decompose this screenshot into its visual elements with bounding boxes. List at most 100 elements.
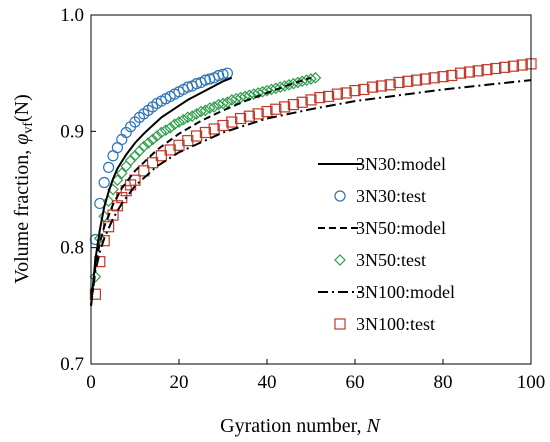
- square-data-point: [367, 81, 379, 93]
- diamond-data-point: [133, 145, 146, 157]
- square-data-point: [516, 59, 528, 71]
- square-data-point: [472, 65, 484, 77]
- diamond-data-point: [274, 81, 287, 93]
- x-tick-label: 100: [517, 372, 546, 393]
- square-data-point: [155, 150, 167, 162]
- diamond-data-point: [190, 108, 203, 120]
- square-data-point: [217, 119, 229, 132]
- diamond-data-point: [283, 78, 295, 91]
- square-data-point: [507, 60, 519, 72]
- square-data-point: [147, 157, 159, 169]
- y-tick-label: 0.8: [60, 238, 84, 259]
- legend-marker-swatch: [334, 190, 346, 202]
- diamond-data-point: [256, 85, 269, 98]
- diamond-data-point: [305, 73, 317, 85]
- legend-marker-swatch: [334, 318, 346, 330]
- diamond-data-point: [168, 118, 181, 131]
- diamond-data-point: [195, 105, 207, 118]
- diamond-data-point: [129, 149, 141, 162]
- square-data-point: [411, 74, 423, 86]
- legend-marker-swatch: [334, 254, 346, 266]
- square-data-point: [243, 110, 255, 122]
- diamond-data-point: [186, 110, 199, 123]
- x-axis-title-text: Gyration number,: [220, 415, 366, 437]
- y-axis-title-phi: φ: [11, 134, 33, 145]
- square-data-point: [331, 88, 343, 100]
- diamond-data-point: [177, 113, 190, 126]
- legend: 3N30:model 3N30:test 3N50:model 3N50:test 3N…: [318, 154, 455, 334]
- square-data-point: [89, 288, 102, 300]
- x-tick-label: 20: [170, 372, 189, 393]
- diamond-data-point: [296, 75, 309, 88]
- legend-label: 3N100:test: [356, 314, 435, 334]
- axes: 0 20 40 60 80 100 0.7 0.8 0.9 1.0: [60, 5, 545, 393]
- y-axis-title-text: Volume fraction,: [11, 145, 33, 284]
- diamond-data-point: [181, 111, 194, 124]
- square-data-point: [437, 71, 449, 83]
- square-data-point: [428, 72, 440, 84]
- square-data-point: [481, 64, 493, 76]
- square-data-point: [296, 96, 308, 108]
- square-data-point: [305, 94, 317, 106]
- square-data-point: [384, 79, 396, 91]
- x-tick-label: 80: [434, 372, 453, 393]
- square-data-point: [499, 61, 511, 73]
- circle-data-point: [102, 161, 115, 173]
- square-data-point: [199, 126, 211, 139]
- diamond-data-point: [102, 195, 115, 207]
- circle-data-point: [116, 133, 128, 146]
- plot-frame: [90, 14, 532, 365]
- square-data-point: [340, 87, 352, 99]
- diamond-data-point: [234, 91, 247, 104]
- square-data-point: [129, 174, 141, 186]
- square-data-point: [349, 85, 361, 97]
- diamond-data-point: [89, 270, 102, 283]
- circle-data-point: [221, 67, 233, 79]
- legend-label: 3N50:test: [356, 250, 426, 270]
- series-line-3n30-model: [90, 76, 233, 306]
- diamond-data-point: [115, 167, 128, 180]
- square-data-point: [287, 98, 299, 111]
- square-data-point: [279, 101, 291, 113]
- diamond-data-point: [159, 124, 172, 137]
- x-tick-label: 0: [86, 372, 96, 393]
- y-axis-title: Volume fraction, φvf(N): [11, 94, 36, 284]
- legend-label: 3N50:model: [356, 218, 446, 238]
- series-3n100-test: [89, 58, 537, 300]
- square-data-point: [226, 116, 238, 128]
- square-data-point: [358, 83, 370, 96]
- diamond-data-point: [199, 104, 212, 117]
- y-tick-label: 1.0: [60, 5, 84, 26]
- diamond-data-point: [203, 102, 216, 114]
- y-axis-title-sub: vf: [21, 122, 36, 134]
- diamond-data-point: [225, 94, 238, 106]
- diamond-data-point: [221, 96, 234, 109]
- square-data-point: [375, 80, 387, 92]
- circle-data-point: [217, 68, 229, 80]
- diamond-data-point: [151, 130, 163, 142]
- square-data-point: [446, 69, 458, 82]
- y-tick-label: 0.7: [60, 354, 84, 375]
- square-data-point: [138, 165, 150, 177]
- diamond-data-point: [212, 98, 225, 111]
- diamond-data-point: [261, 84, 273, 97]
- legend-label: 3N100:model: [356, 282, 455, 302]
- square-data-point: [314, 91, 326, 104]
- x-axis-title: Gyration number, N: [220, 415, 381, 437]
- square-data-point: [402, 75, 414, 87]
- square-data-point: [393, 76, 405, 89]
- diamond-data-point: [173, 116, 185, 128]
- diamond-data-point: [265, 83, 278, 96]
- circle-data-point: [98, 176, 110, 189]
- legend-label: 3N30:model: [356, 154, 446, 174]
- square-data-point: [490, 62, 502, 75]
- diamond-data-point: [124, 154, 137, 167]
- series-line-3n100-model: [90, 79, 532, 306]
- square-data-point: [235, 112, 247, 125]
- square-data-point: [419, 73, 431, 85]
- square-data-point: [191, 130, 203, 142]
- diamond-data-point: [155, 126, 168, 139]
- x-tick-label: 60: [346, 372, 365, 393]
- diamond-data-point: [142, 137, 155, 149]
